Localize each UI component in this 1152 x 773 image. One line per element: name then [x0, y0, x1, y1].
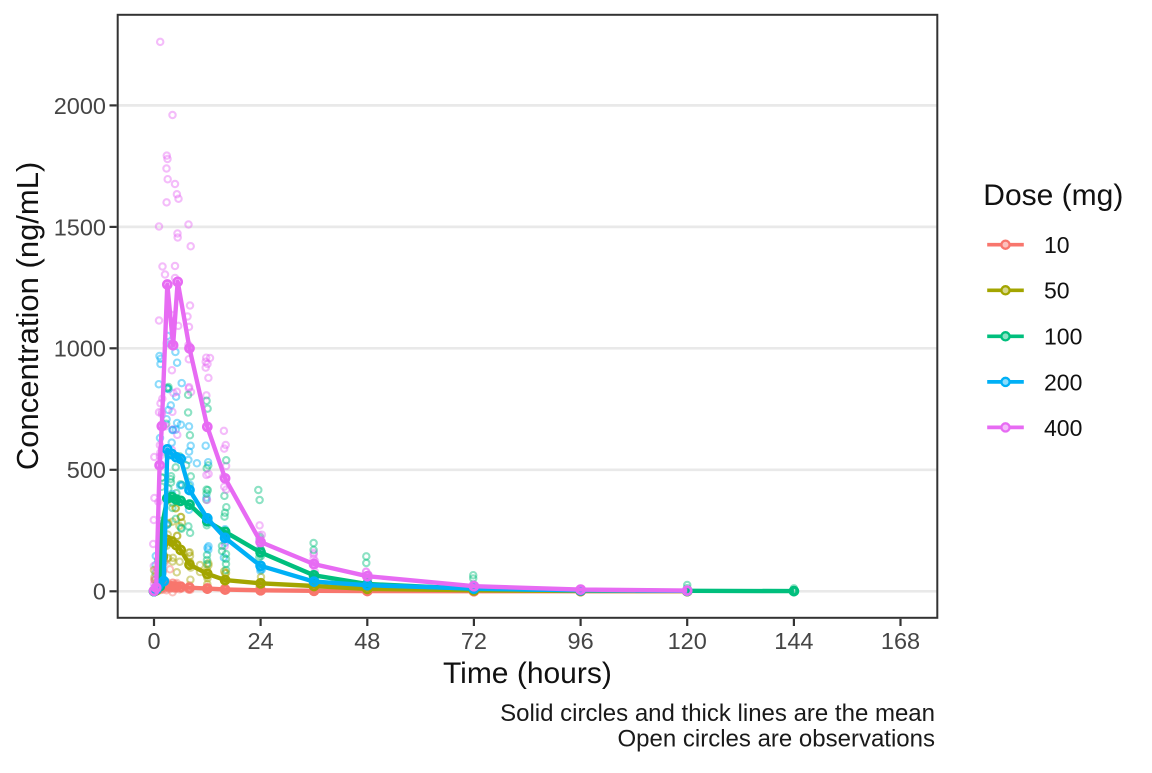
svg-text:200: 200: [1044, 369, 1082, 395]
svg-text:48: 48: [354, 628, 380, 654]
svg-text:72: 72: [461, 628, 487, 654]
svg-text:10: 10: [1044, 232, 1070, 258]
svg-text:168: 168: [881, 628, 920, 654]
svg-text:120: 120: [668, 628, 707, 654]
svg-text:0: 0: [147, 628, 160, 654]
svg-text:0: 0: [93, 579, 106, 605]
svg-text:96: 96: [568, 628, 594, 654]
svg-text:50: 50: [1044, 278, 1070, 304]
svg-text:Solid circles and thick lines: Solid circles and thick lines are the me…: [500, 700, 935, 727]
svg-text:2000: 2000: [54, 93, 106, 119]
svg-text:144: 144: [774, 628, 813, 654]
svg-text:500: 500: [67, 457, 106, 483]
svg-text:24: 24: [248, 628, 274, 654]
svg-text:Dose (mg): Dose (mg): [983, 179, 1123, 212]
svg-text:100: 100: [1044, 324, 1082, 350]
svg-text:Concentration (ng/mL): Concentration (ng/mL): [10, 162, 45, 470]
svg-text:1000: 1000: [54, 336, 106, 362]
svg-text:400: 400: [1044, 415, 1082, 441]
svg-text:1500: 1500: [54, 214, 106, 240]
svg-text:Time (hours): Time (hours): [443, 657, 612, 690]
svg-text:Open circles are observations: Open circles are observations: [618, 725, 935, 752]
